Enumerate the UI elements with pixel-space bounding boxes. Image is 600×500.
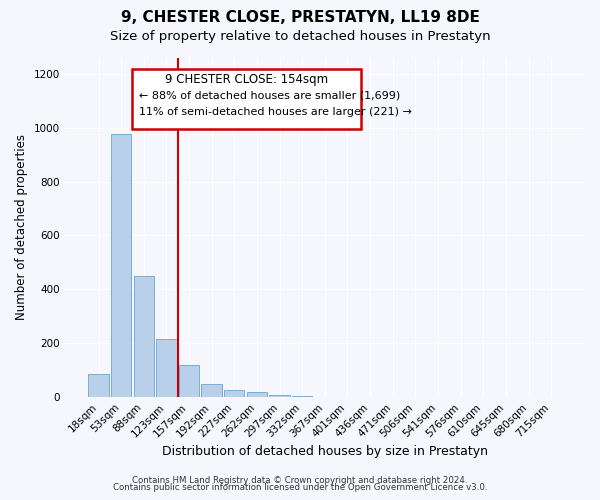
Text: 9 CHESTER CLOSE: 154sqm: 9 CHESTER CLOSE: 154sqm [165,74,328,86]
Bar [202,384,222,397]
Bar [224,390,244,397]
Text: Size of property relative to detached houses in Prestatyn: Size of property relative to detached ho… [110,30,490,43]
Text: Contains public sector information licensed under the Open Government Licence v3: Contains public sector information licen… [113,484,487,492]
Text: Contains HM Land Registry data © Crown copyright and database right 2024.: Contains HM Land Registry data © Crown c… [132,476,468,485]
X-axis label: Distribution of detached houses by size in Prestatyn: Distribution of detached houses by size … [162,444,488,458]
FancyBboxPatch shape [133,70,361,129]
Bar [292,396,313,397]
Y-axis label: Number of detached properties: Number of detached properties [15,134,28,320]
Bar [314,396,335,397]
Bar [247,392,267,397]
Bar [156,340,176,397]
Bar [88,374,109,397]
Text: ← 88% of detached houses are smaller (1,699): ← 88% of detached houses are smaller (1,… [139,90,400,101]
Bar [269,394,290,397]
Text: 11% of semi-detached houses are larger (221) →: 11% of semi-detached houses are larger (… [139,108,412,118]
Text: 9, CHESTER CLOSE, PRESTATYN, LL19 8DE: 9, CHESTER CLOSE, PRESTATYN, LL19 8DE [121,10,479,25]
Bar [134,276,154,397]
Bar [179,365,199,397]
Bar [111,134,131,397]
